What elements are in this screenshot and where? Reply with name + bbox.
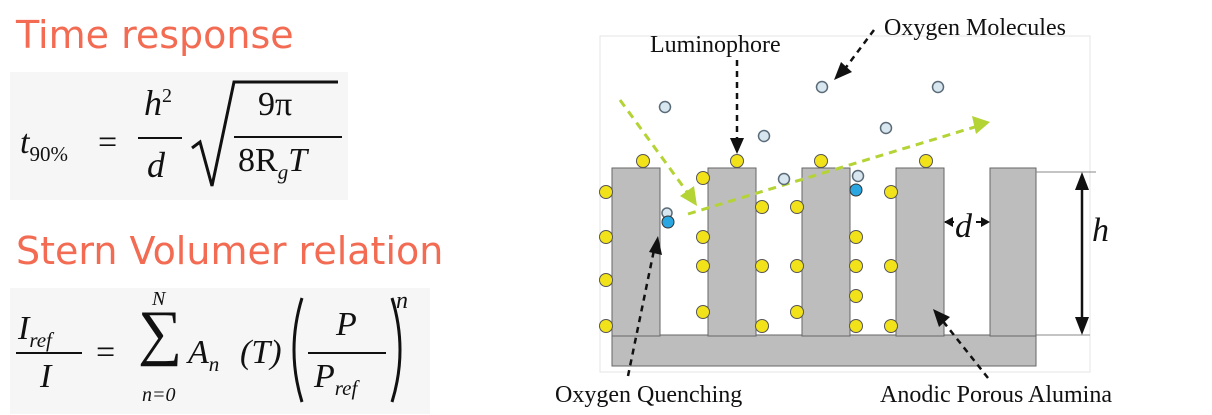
t-argument: (T) — [240, 334, 282, 371]
i-fraction-bar — [16, 352, 82, 354]
sum-upper-limit: N — [152, 288, 166, 310]
d-arrow-head-left — [944, 217, 953, 227]
luminophore — [599, 230, 613, 244]
luminophore — [599, 319, 613, 333]
sigma-symbol: ∑ — [138, 299, 183, 367]
luminophore — [790, 259, 804, 273]
sum-lower-limit: n=0 — [142, 384, 176, 406]
luminophore-label: Luminophore — [650, 32, 781, 58]
d-denominator: d — [147, 145, 165, 185]
luminophore — [814, 154, 828, 168]
pillar-4 — [895, 167, 945, 337]
luminophore — [849, 230, 863, 244]
h-arrow-head-bottom — [1075, 317, 1089, 335]
luminophore — [730, 154, 744, 168]
diagram-frame — [599, 35, 1091, 373]
alumina-pointer — [941, 319, 989, 379]
sqrt-sign — [191, 80, 338, 187]
p-numerator: P — [336, 306, 357, 343]
nine-pi: 9π — [258, 86, 293, 123]
h-squared: h2 — [144, 83, 172, 123]
time-response-heading: Time response — [16, 13, 294, 57]
i-denominator: I — [40, 358, 52, 395]
parentheses — [292, 297, 402, 403]
quenched-luminophore — [849, 183, 863, 197]
d-arrow-head-right — [981, 217, 990, 227]
sqrt-fraction-bar — [234, 136, 342, 138]
luminophore — [696, 171, 710, 185]
t90-symbol: t90% — [20, 124, 68, 166]
h-label: h — [1092, 212, 1109, 249]
luminophore-pointer-head — [730, 138, 744, 154]
incident-light-arrow — [618, 99, 692, 197]
quenched-luminophore — [661, 215, 675, 229]
a-n-coefficient: An — [188, 334, 220, 376]
exponent-n: n — [396, 288, 408, 314]
fraction-bar — [138, 137, 182, 139]
luminophore — [636, 154, 650, 168]
d-label: d — [955, 208, 972, 245]
oxygen-molecule — [879, 121, 893, 135]
stern-volmer-equation: Iref I = N ∑ n=0 An (T) P Pref n — [10, 288, 430, 414]
time-response-equation: t90% = h2 d 9π 8RgT — [10, 72, 348, 200]
luminophore — [790, 305, 804, 319]
luminophores — [599, 154, 933, 333]
oxygen-molecule — [658, 100, 672, 114]
stern-volmer-heading: Stern Volumer relation — [16, 229, 444, 273]
iref-numerator: Iref — [18, 310, 52, 352]
p-fraction-bar — [308, 352, 386, 354]
alumina-label: Anodic Porous Alumina — [880, 382, 1112, 408]
luminophore — [919, 154, 933, 168]
equals-sign-2: = — [96, 334, 116, 371]
oxygen-molecules-pointer-head — [834, 62, 852, 80]
h-arrow-head-top — [1075, 172, 1089, 190]
luminophore — [696, 305, 710, 319]
luminophore — [849, 259, 863, 273]
incident-light-arrow-head — [680, 186, 697, 206]
equals-sign: = — [98, 124, 118, 161]
luminophore — [755, 319, 769, 333]
luminophore — [696, 230, 710, 244]
alumina-base — [611, 334, 1037, 367]
luminophore — [790, 200, 804, 214]
oxygen-quenching-pointer-head — [649, 236, 662, 255]
oxygen-molecules-pointer — [843, 29, 875, 71]
oxygen-molecules-label: Oxygen Molecules — [884, 15, 1066, 41]
luminophore — [849, 289, 863, 303]
alumina-pointer-head — [933, 309, 950, 327]
pillar-5 — [989, 167, 1037, 337]
luminophore — [599, 273, 613, 287]
oxygen-molecules — [658, 80, 945, 219]
luminophore — [755, 200, 769, 214]
oxygen-molecule — [777, 172, 791, 186]
oxygen-molecule — [815, 80, 829, 94]
8rgt-denominator: 8RgT — [238, 142, 308, 184]
oxygen-molecule — [757, 129, 771, 143]
luminophore — [599, 185, 613, 199]
luminophore — [884, 319, 898, 333]
oxygen-molecule — [851, 169, 865, 183]
oxygen-quenching-label: Oxygen Quenching — [555, 382, 743, 408]
luminophore — [696, 259, 710, 273]
emitted-light-arrow-head — [972, 116, 990, 134]
pillar-2 — [707, 167, 757, 337]
pillar-3 — [801, 167, 851, 337]
luminophore — [849, 319, 863, 333]
emitted-light-arrow — [687, 124, 979, 216]
pref-denominator: Pref — [314, 358, 358, 400]
oxygen-molecule — [931, 80, 945, 94]
luminophore — [755, 259, 769, 273]
luminophore — [884, 185, 898, 199]
luminophore — [884, 259, 898, 273]
